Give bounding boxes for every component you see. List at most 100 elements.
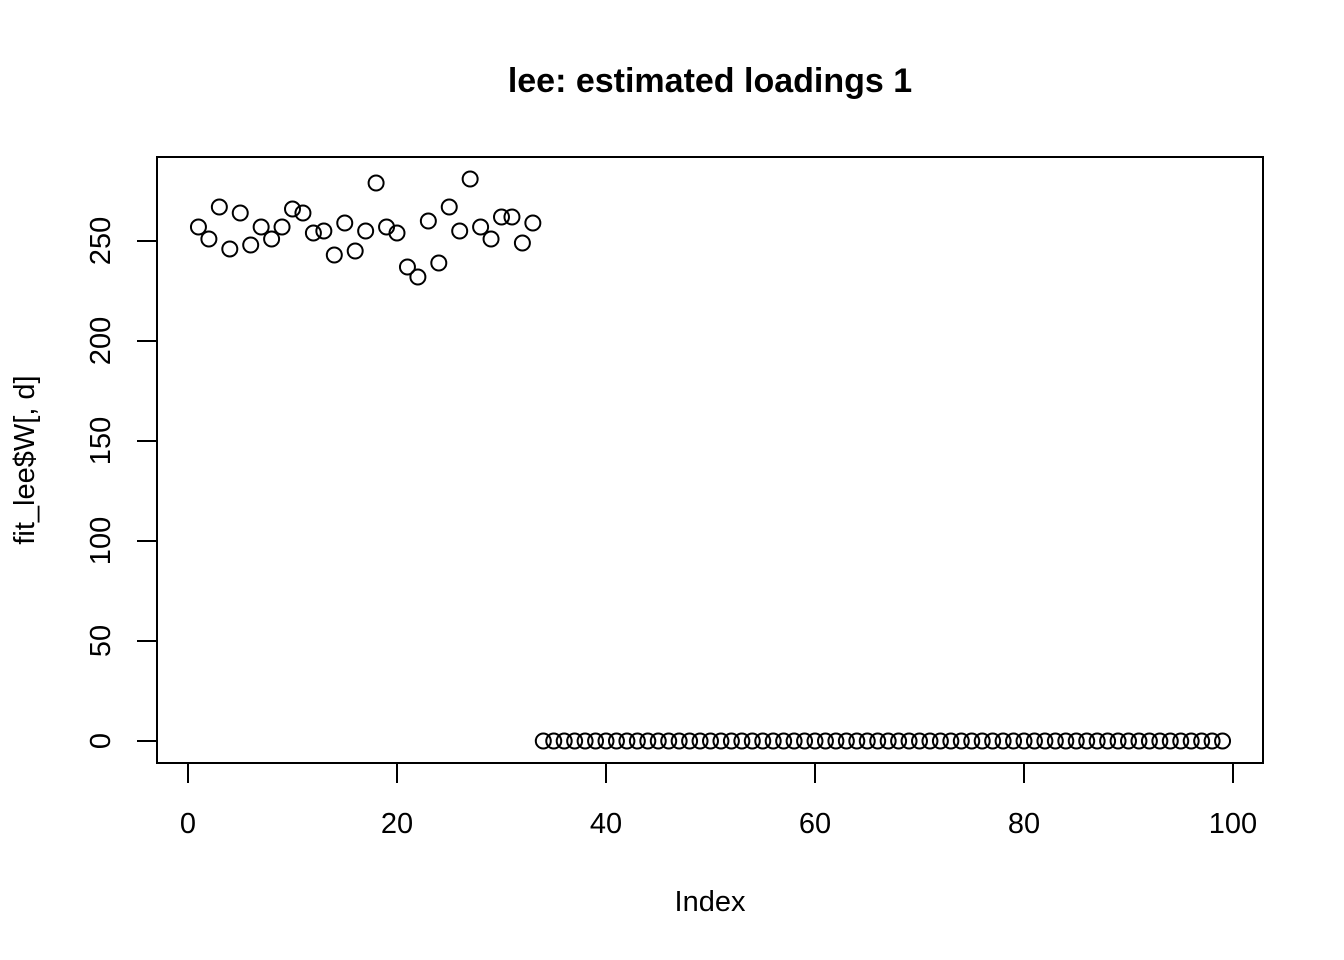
data-point	[900, 732, 918, 750]
data-point	[252, 218, 270, 236]
data-point	[597, 732, 615, 750]
x-tick-label: 60	[799, 808, 831, 840]
x-tick-label: 80	[1008, 808, 1040, 840]
data-point	[1099, 732, 1117, 750]
data-point	[1005, 732, 1023, 750]
data-point	[848, 732, 866, 750]
data-point	[315, 222, 333, 240]
x-axis-label: Index	[675, 886, 746, 918]
data-points	[189, 170, 1232, 750]
data-point	[325, 246, 343, 264]
x-tick-label: 40	[590, 808, 622, 840]
data-point	[796, 732, 814, 750]
data-point	[764, 732, 782, 750]
data-point	[869, 732, 887, 750]
data-point	[1161, 732, 1179, 750]
data-point	[827, 732, 845, 750]
data-point	[639, 732, 657, 750]
data-point	[942, 732, 960, 750]
data-point	[346, 242, 364, 260]
data-point	[963, 732, 981, 750]
data-point	[534, 732, 552, 750]
data-point	[545, 732, 563, 750]
x-tick-label: 0	[180, 808, 196, 840]
data-point	[503, 208, 521, 226]
data-point	[858, 732, 876, 750]
data-point	[419, 212, 437, 230]
data-point	[440, 198, 458, 216]
data-point	[1182, 732, 1200, 750]
data-point	[409, 268, 427, 286]
data-point	[785, 732, 803, 750]
data-point	[1151, 732, 1169, 750]
data-point	[994, 732, 1012, 750]
data-point	[628, 732, 646, 750]
data-point	[1109, 732, 1127, 750]
data-point	[242, 236, 260, 254]
x-tick-label: 100	[1209, 808, 1257, 840]
data-point	[273, 218, 291, 236]
x-axis: 0 20 40 60 80 100	[180, 762, 1257, 840]
data-point	[1214, 732, 1232, 750]
data-point	[294, 204, 312, 222]
data-point	[1067, 732, 1085, 750]
data-point	[931, 732, 949, 750]
data-point	[461, 170, 479, 188]
data-point	[513, 234, 531, 252]
data-point	[816, 732, 834, 750]
data-point	[1130, 732, 1148, 750]
data-point	[231, 204, 249, 222]
data-point	[430, 254, 448, 272]
data-point	[743, 732, 761, 750]
data-point	[722, 732, 740, 750]
data-point	[1172, 732, 1190, 750]
data-point	[1057, 732, 1075, 750]
data-point	[493, 208, 510, 226]
data-point	[890, 732, 908, 750]
y-tick-label: 50	[85, 625, 117, 657]
y-tick-label: 100	[85, 517, 117, 565]
data-point	[837, 732, 855, 750]
data-point	[712, 732, 730, 750]
data-point	[733, 732, 751, 750]
data-point	[472, 218, 490, 236]
y-tick-label: 150	[85, 417, 117, 465]
plot-frame	[156, 156, 1264, 764]
data-point	[451, 222, 469, 240]
data-point	[754, 732, 772, 750]
data-point	[1078, 732, 1096, 750]
data-point	[670, 732, 688, 750]
data-point	[388, 224, 406, 242]
data-point	[587, 732, 605, 750]
data-point	[879, 732, 897, 750]
y-axis-label: fit_lee$W[, d]	[9, 375, 41, 544]
data-point	[984, 732, 1002, 750]
data-point	[952, 732, 970, 750]
data-point	[284, 200, 301, 218]
data-point	[566, 732, 584, 750]
data-point	[1046, 732, 1064, 750]
data-point	[1015, 732, 1033, 750]
data-point	[398, 258, 416, 276]
data-point	[973, 732, 991, 750]
data-point	[189, 218, 207, 236]
data-point	[1025, 732, 1043, 750]
y-tick-label: 0	[85, 733, 117, 749]
data-point	[263, 230, 281, 248]
data-point	[911, 732, 928, 750]
data-point	[1088, 732, 1106, 750]
data-point	[576, 732, 594, 750]
data-point	[607, 732, 625, 750]
data-point	[660, 732, 678, 750]
data-point	[1036, 732, 1054, 750]
y-axis: 0 50 100 150 200 250	[85, 217, 158, 749]
data-point	[555, 732, 573, 750]
data-point	[1140, 732, 1158, 750]
data-point	[1203, 732, 1221, 750]
data-point	[649, 732, 667, 750]
data-point	[775, 732, 793, 750]
data-point	[336, 214, 354, 232]
y-tick-label: 200	[85, 317, 117, 365]
chart-title: lee: estimated loadings 1	[508, 62, 912, 100]
